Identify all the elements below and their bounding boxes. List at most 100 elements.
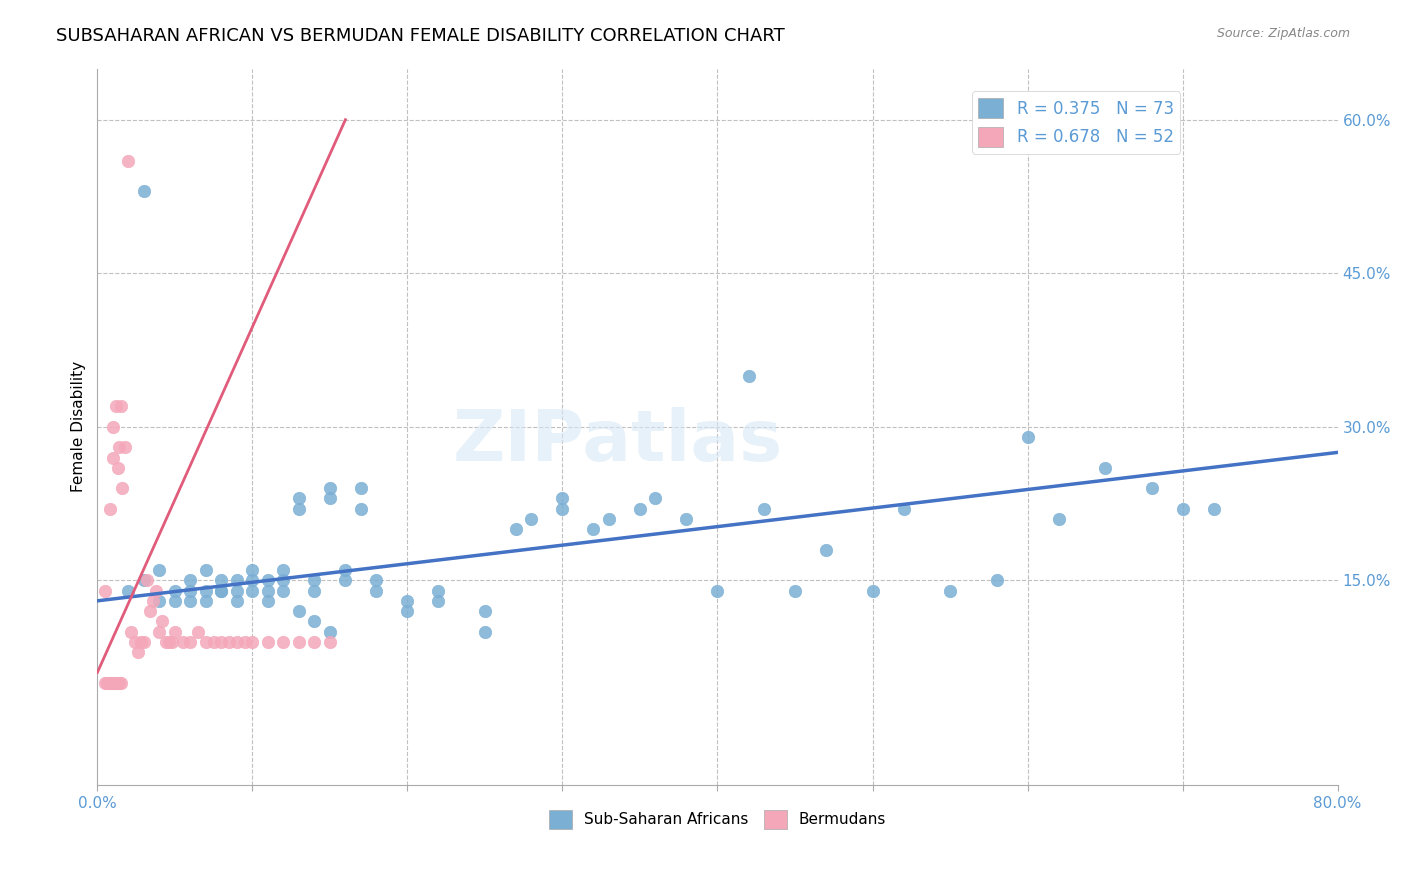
Point [104, 400, 127, 414]
Point [675, 512, 697, 526]
Point [257, 574, 280, 588]
Point [893, 501, 915, 516]
Point [145, 583, 167, 598]
Point [225, 594, 247, 608]
Legend: Sub-Saharan Africans, Bermudans: Sub-Saharan Africans, Bermudans [543, 804, 893, 835]
Point [304, 574, 326, 588]
Point [218, 634, 240, 648]
Y-axis label: Female Disability: Female Disability [72, 361, 86, 492]
Point [304, 583, 326, 598]
Point [551, 501, 574, 516]
Point [783, 583, 806, 598]
Point [737, 368, 759, 383]
Point [427, 594, 450, 608]
Point [100, 675, 122, 690]
Point [273, 563, 295, 577]
Point [202, 634, 225, 648]
Point [157, 634, 180, 648]
Point [366, 574, 388, 588]
Point [752, 501, 775, 516]
Point [582, 522, 605, 536]
Point [107, 460, 129, 475]
Point [257, 594, 280, 608]
Point [242, 574, 264, 588]
Point [814, 542, 837, 557]
Point [111, 481, 134, 495]
Point [706, 583, 728, 598]
Point [366, 583, 388, 598]
Point [94, 675, 117, 690]
Point [179, 583, 201, 598]
Point [986, 574, 1008, 588]
Point [1171, 501, 1194, 516]
Point [257, 634, 280, 648]
Point [107, 675, 129, 690]
Point [1047, 512, 1070, 526]
Point [148, 594, 170, 608]
Point [644, 491, 666, 506]
Point [273, 574, 295, 588]
Text: Source: ZipAtlas.com: Source: ZipAtlas.com [1216, 27, 1350, 40]
Point [96, 675, 118, 690]
Point [225, 583, 247, 598]
Point [155, 634, 177, 648]
Point [319, 481, 342, 495]
Point [124, 634, 146, 648]
Point [132, 185, 155, 199]
Point [194, 634, 217, 648]
Point [110, 675, 132, 690]
Text: ZIPatlas: ZIPatlas [453, 407, 783, 475]
Point [117, 153, 139, 168]
Point [1140, 481, 1163, 495]
Point [160, 634, 183, 648]
Point [209, 583, 232, 598]
Point [163, 624, 186, 639]
Point [114, 440, 136, 454]
Point [273, 583, 295, 598]
Point [148, 563, 170, 577]
Point [242, 583, 264, 598]
Point [101, 419, 124, 434]
Point [120, 624, 142, 639]
Point [319, 491, 342, 506]
Point [304, 634, 326, 648]
Point [110, 400, 132, 414]
Point [163, 594, 186, 608]
Point [862, 583, 884, 598]
Point [474, 624, 496, 639]
Point [225, 634, 247, 648]
Point [242, 563, 264, 577]
Point [97, 675, 120, 690]
Point [551, 491, 574, 506]
Point [172, 634, 194, 648]
Point [117, 583, 139, 598]
Point [129, 634, 152, 648]
Point [139, 604, 162, 618]
Point [628, 501, 651, 516]
Point [194, 594, 217, 608]
Point [104, 675, 127, 690]
Point [94, 583, 117, 598]
Point [187, 624, 209, 639]
Point [98, 675, 121, 690]
Point [209, 634, 232, 648]
Point [179, 634, 201, 648]
Point [350, 501, 373, 516]
Point [288, 501, 311, 516]
Point [396, 604, 419, 618]
Point [598, 512, 620, 526]
Point [520, 512, 543, 526]
Point [142, 594, 165, 608]
Point [194, 563, 217, 577]
Point [194, 583, 217, 598]
Point [103, 675, 125, 690]
Point [108, 440, 131, 454]
Point [427, 583, 450, 598]
Point [136, 574, 159, 588]
Point [505, 522, 527, 536]
Point [319, 624, 342, 639]
Point [179, 594, 201, 608]
Point [127, 645, 149, 659]
Point [233, 634, 256, 648]
Point [148, 624, 170, 639]
